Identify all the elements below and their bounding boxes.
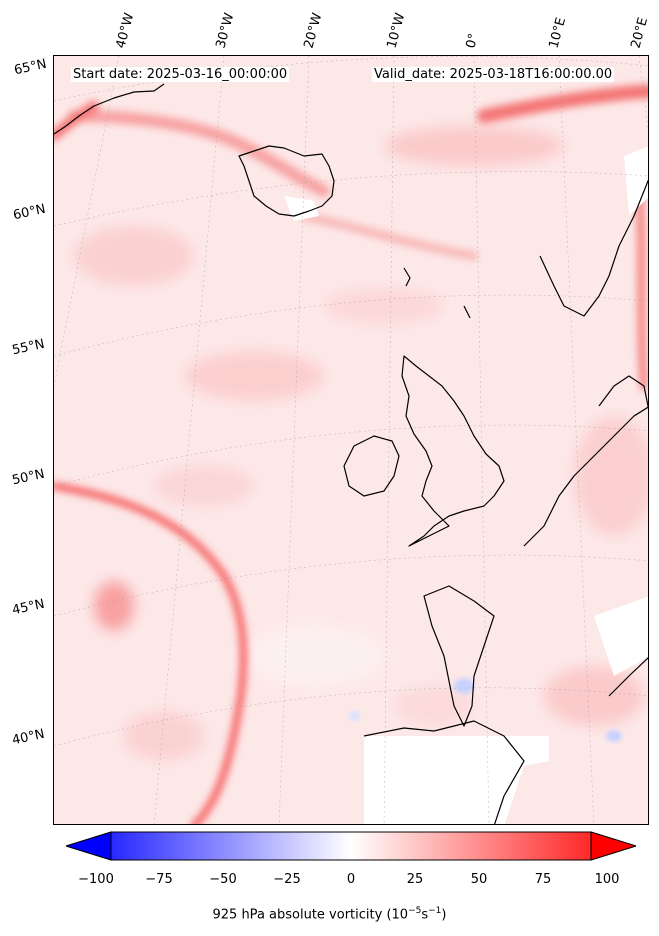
- colorbar-tick: −100: [78, 872, 114, 887]
- colorbar-label-end: ): [441, 907, 447, 923]
- frontal-band-west: [54, 482, 247, 824]
- iceland-coast: [238, 145, 335, 217]
- map-canvas: [54, 56, 648, 824]
- start-date-label: Start date: 2025-03-16_00:00:00: [71, 67, 290, 82]
- lon-label-20w: 20°W: [301, 11, 326, 50]
- lon-label-10e: 10°E: [546, 15, 570, 51]
- colorbar-tick: 75: [534, 872, 552, 887]
- colorbar-tick: 25: [406, 872, 424, 887]
- valid-date-label: Valid_date: 2025-03-18T16:00:00.00: [372, 67, 615, 82]
- vorticity-patches: [74, 126, 648, 761]
- negative-vorticity-patches: [348, 678, 622, 742]
- denmark-coast: [598, 375, 648, 410]
- colorbar: [66, 831, 636, 861]
- colorbar-tick: 0: [346, 872, 356, 887]
- colorbar-tick: −75: [145, 872, 173, 887]
- norway-coast: [539, 179, 648, 317]
- lon-label-0: 0°: [463, 31, 482, 50]
- colorbar-tick: 50: [470, 872, 488, 887]
- graticule: [54, 56, 648, 824]
- lat-label-45n: 45°N: [10, 596, 46, 619]
- colorbar-tick: −50: [209, 872, 237, 887]
- lat-label-60n: 60°N: [11, 201, 47, 224]
- colorbar-label-text: 925 hPa absolute vorticity (10: [212, 907, 409, 923]
- coastlines: [54, 83, 648, 824]
- lon-label-10w: 10°W: [384, 11, 409, 50]
- italy-coast: [608, 657, 648, 697]
- shetland-coast: [463, 305, 471, 319]
- colorbar-label-mid: s: [421, 907, 429, 923]
- lat-label-40n: 40°N: [10, 726, 46, 749]
- band-scandinavia: [635, 182, 648, 390]
- colorbar-label: 925 hPa absolute vorticity (10−5s−1): [0, 906, 659, 922]
- band-north-atlantic: [300, 212, 478, 260]
- lon-label-30w: 30°W: [213, 11, 238, 50]
- iberia-coast: [363, 720, 525, 824]
- great-britain-coast: [401, 355, 505, 547]
- lon-label-40w: 40°W: [113, 11, 138, 50]
- greenland-coast: [54, 83, 165, 135]
- colorbar-label-exp1: −5: [408, 906, 422, 916]
- colorbar-tick: −25: [273, 872, 301, 887]
- lat-label-50n: 50°N: [10, 466, 46, 489]
- lat-label-65n: 65°N: [12, 56, 48, 79]
- masked-land: [284, 146, 648, 824]
- france-coast: [423, 585, 495, 727]
- band-greenland-iceland: [68, 110, 330, 197]
- lon-label-20e: 20°E: [628, 15, 652, 51]
- colorbar-tick: 100: [594, 872, 620, 887]
- lat-label-55n: 55°N: [10, 336, 46, 359]
- north-sea-coast: [523, 406, 648, 547]
- vorticity-map[interactable]: [53, 55, 649, 825]
- colorbar-max-extension: [590, 831, 636, 861]
- colorbar-label-exp2: −1: [428, 906, 442, 916]
- ireland-coast: [343, 435, 400, 497]
- colorbar-min-extension: [66, 831, 112, 861]
- faroe-coast: [403, 267, 411, 287]
- colorbar-gradient: [66, 831, 636, 861]
